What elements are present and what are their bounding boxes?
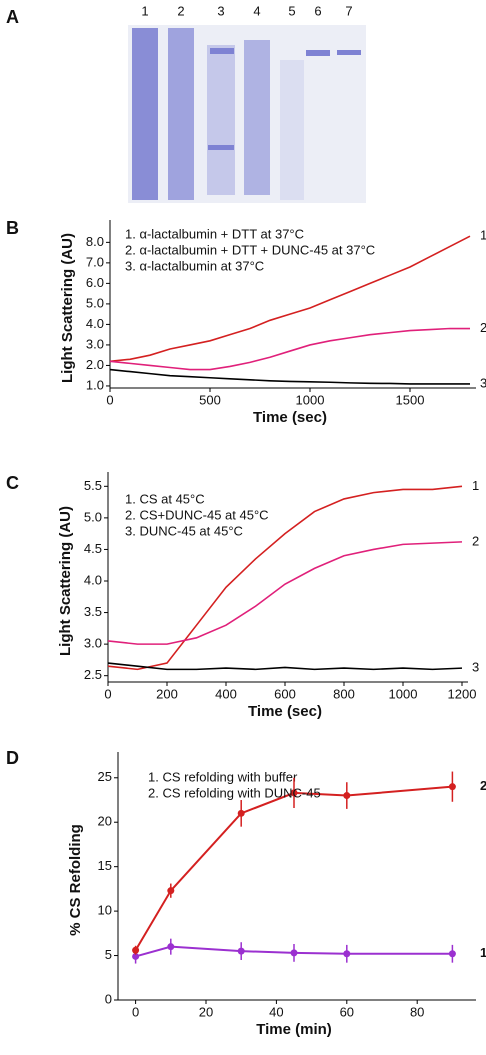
- marker: [343, 792, 351, 800]
- marker: [343, 950, 351, 958]
- legend-entry: 1. CS at 45°C: [125, 491, 205, 506]
- lane-label: 6: [314, 3, 321, 18]
- series-line: [134, 785, 453, 951]
- end-label: 3: [480, 375, 486, 390]
- x-tick-label: 1500: [396, 392, 425, 407]
- end-label: 2: [480, 320, 486, 335]
- y-tick-label: 5.0: [84, 509, 102, 524]
- lane-label: 1: [141, 3, 148, 18]
- y-tick-label: 0: [105, 991, 112, 1006]
- marker: [290, 789, 298, 797]
- y-tick-label: 15: [98, 858, 112, 873]
- series-line: [109, 368, 470, 385]
- series-line: [107, 541, 463, 645]
- y-tick-label: 8.0: [86, 234, 104, 249]
- marker: [237, 947, 245, 955]
- legend-entry: 2. CS refolding with DUNC-45: [148, 785, 321, 800]
- x-tick-label: 1000: [296, 392, 325, 407]
- series-line: [109, 235, 471, 363]
- x-tick-label: 80: [410, 1004, 424, 1019]
- lane-label: 2: [177, 3, 184, 18]
- y-axis-label: % CS Refolding: [67, 824, 84, 936]
- marker: [448, 783, 456, 791]
- y-tick-label: 2.5: [84, 667, 102, 682]
- x-tick-label: 1000: [389, 686, 418, 701]
- x-axis-label: Time (min): [256, 1021, 332, 1038]
- marker: [167, 887, 175, 895]
- legend-entry: 2. α-lactalbumin + DTT + DUNC-45 at 37°C: [125, 242, 375, 257]
- y-tick-label: 5.5: [84, 478, 102, 493]
- marker: [290, 949, 298, 957]
- x-tick-label: 800: [333, 686, 355, 701]
- end-label: 2: [480, 778, 486, 793]
- panel-letter: C: [6, 473, 19, 493]
- x-tick-label: 600: [274, 686, 296, 701]
- y-tick-label: 4.0: [86, 316, 104, 331]
- series-line: [135, 945, 453, 958]
- marker: [237, 809, 245, 817]
- lane-label: 5: [288, 3, 295, 18]
- legend-entry: 3. DUNC-45 at 45°C: [125, 523, 243, 538]
- y-tick-label: 3.0: [84, 636, 102, 651]
- y-tick-label: 5.0: [86, 295, 104, 310]
- x-tick-label: 1200: [448, 686, 477, 701]
- end-label: 1: [480, 945, 486, 960]
- y-tick-label: 4.5: [84, 541, 102, 556]
- x-tick-label: 40: [269, 1004, 283, 1019]
- end-label: 2: [472, 533, 479, 548]
- end-label: 1: [480, 228, 486, 243]
- lane-label: 4: [253, 3, 260, 18]
- x-tick-label: 500: [199, 392, 221, 407]
- y-tick-label: 4.0: [84, 572, 102, 587]
- lane-label: 7: [345, 3, 352, 18]
- y-tick-label: 7.0: [86, 254, 104, 269]
- marker: [132, 952, 140, 960]
- y-tick-label: 5: [105, 947, 112, 962]
- series-line: [109, 327, 470, 371]
- x-tick-label: 0: [104, 686, 111, 701]
- end-label: 1: [472, 478, 479, 493]
- x-tick-label: 60: [340, 1004, 354, 1019]
- y-tick-label: 2.0: [86, 357, 104, 372]
- x-tick-label: 400: [215, 686, 237, 701]
- y-tick-label: 25: [98, 769, 112, 784]
- x-tick-label: 0: [132, 1004, 139, 1019]
- x-axis-label: Time (sec): [253, 409, 327, 426]
- y-tick-label: 3.0: [86, 336, 104, 351]
- y-tick-label: 10: [98, 903, 112, 918]
- y-axis-label: Light Scattering (AU): [57, 506, 74, 656]
- series-line: [107, 485, 463, 671]
- y-tick-label: 20: [98, 814, 112, 829]
- x-axis-label: Time (sec): [248, 703, 322, 720]
- marker: [448, 950, 456, 958]
- panel-letter: A: [6, 7, 19, 27]
- marker: [167, 943, 175, 951]
- x-tick-label: 0: [106, 392, 113, 407]
- legend-entry: 1. α-lactalbumin + DTT at 37°C: [125, 226, 304, 241]
- y-axis-label: Light Scattering (AU): [59, 233, 76, 383]
- lane-label: 3: [217, 3, 224, 18]
- y-tick-label: 3.5: [84, 604, 102, 619]
- panel-letter: D: [6, 748, 19, 768]
- x-tick-label: 200: [156, 686, 178, 701]
- y-tick-label: 1.0: [86, 377, 104, 392]
- x-tick-label: 20: [199, 1004, 213, 1019]
- legend-entry: 3. α-lactalbumin at 37°C: [125, 258, 264, 273]
- panel-letter: B: [6, 218, 19, 238]
- legend-entry: 2. CS+DUNC-45 at 45°C: [125, 507, 269, 522]
- legend-entry: 1. CS refolding with buffer: [148, 769, 298, 784]
- end-label: 3: [472, 660, 479, 675]
- gel-lanes: [132, 28, 361, 200]
- series-line: [107, 662, 463, 671]
- y-tick-label: 6.0: [86, 275, 104, 290]
- marker: [132, 946, 140, 954]
